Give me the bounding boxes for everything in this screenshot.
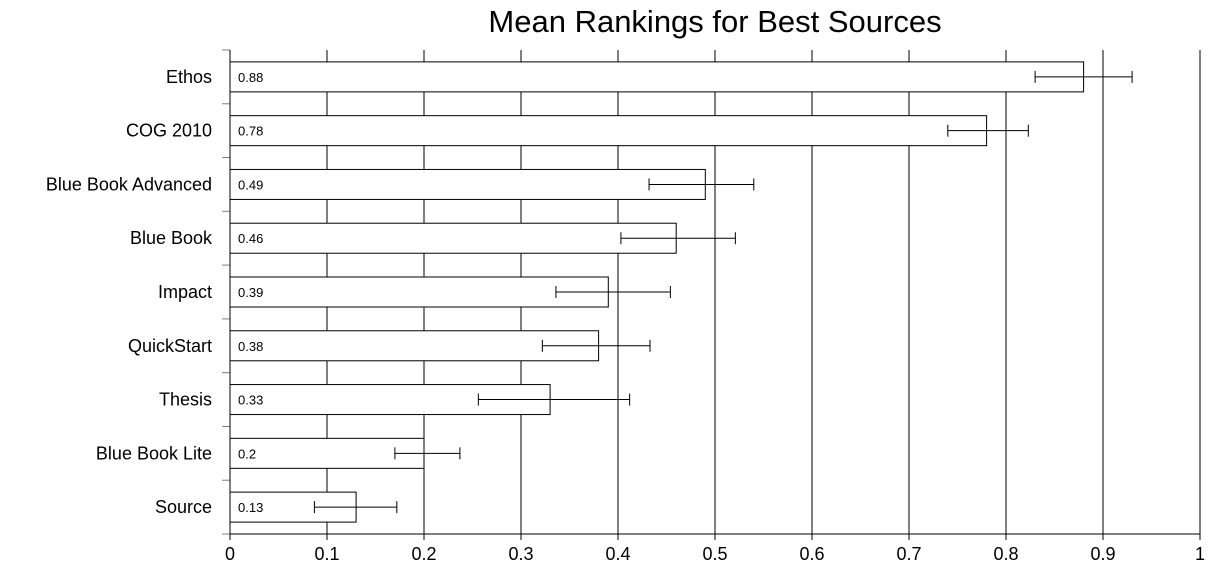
category-label: Blue Book <box>130 228 213 248</box>
bar <box>229 61 1085 93</box>
chart-title: Mean Rankings for Best Sources <box>488 4 942 39</box>
category-label: Impact <box>158 282 212 302</box>
data-label: 0.33 <box>238 393 263 408</box>
data-label: 0.49 <box>238 177 263 192</box>
category-label: COG 2010 <box>126 121 212 141</box>
category-label: Blue Book Advanced <box>46 174 212 194</box>
x-tick-label: 0.9 <box>1090 544 1115 564</box>
bar <box>229 276 609 308</box>
x-tick-label: 0 <box>225 544 235 564</box>
data-label: 0.38 <box>238 339 263 354</box>
x-tick-label: 0.5 <box>702 544 727 564</box>
category-label: Thesis <box>159 390 212 410</box>
x-tick-label: 0.4 <box>605 544 630 564</box>
x-tick-label: 0.8 <box>993 544 1018 564</box>
data-label: 0.13 <box>238 500 263 515</box>
category-label: Blue Book Lite <box>96 443 212 463</box>
bar <box>229 330 600 362</box>
category-label: Source <box>155 497 212 517</box>
x-tick-label: 0.6 <box>799 544 824 564</box>
bar <box>229 115 988 147</box>
category-label: QuickStart <box>128 336 212 356</box>
bar <box>229 222 677 254</box>
data-label: 0.2 <box>238 446 256 461</box>
x-tick-label: 0.2 <box>411 544 436 564</box>
x-tick-label: 1 <box>1195 544 1205 564</box>
x-tick-label: 0.7 <box>896 544 921 564</box>
category-label: Ethos <box>166 67 212 87</box>
x-tick-label: 0.3 <box>508 544 533 564</box>
bar <box>229 168 706 200</box>
data-label: 0.39 <box>238 285 263 300</box>
data-label: 0.88 <box>238 70 263 85</box>
data-label: 0.78 <box>238 124 263 139</box>
data-label: 0.46 <box>238 231 263 246</box>
x-tick-label: 0.1 <box>314 544 339 564</box>
